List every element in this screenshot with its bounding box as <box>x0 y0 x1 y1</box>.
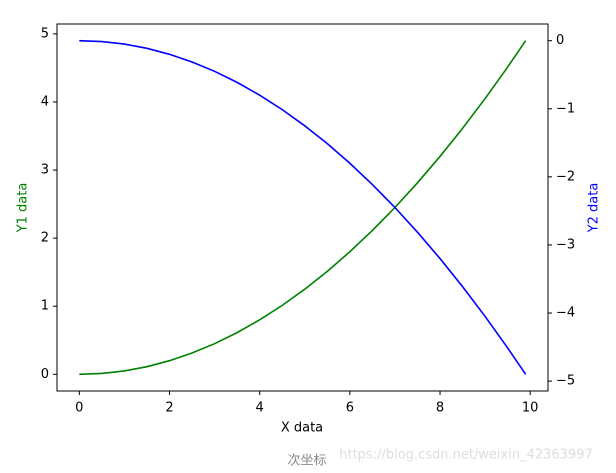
x-axis-label: X data <box>281 421 323 436</box>
x-tick-label: 6 <box>346 401 354 416</box>
y2-axis-label: Y2 data <box>587 183 602 234</box>
caption: 次坐标 <box>287 453 326 469</box>
series-line <box>79 40 527 376</box>
watermark: https://blog.csdn.net/weixin_42363997 <box>339 448 593 463</box>
x-tick-label: 10 <box>522 401 539 416</box>
y-axis-label: Y1 data <box>16 183 31 234</box>
y-tick-label: 3 <box>41 163 49 178</box>
x-tick-label: 2 <box>165 401 173 416</box>
y-tick-label: 5 <box>41 26 49 41</box>
y2-tick-label: −5 <box>556 374 575 389</box>
y-tick-label: 0 <box>41 367 49 382</box>
y2-tick-label: −3 <box>556 237 575 252</box>
plot-frame <box>56 23 549 392</box>
y2-tick-label: −4 <box>556 306 575 321</box>
y-tick-label: 4 <box>41 94 49 109</box>
x-tick-label: 4 <box>256 401 264 416</box>
y-tick-label: 2 <box>41 231 49 246</box>
y2-tick-label: −2 <box>556 169 575 184</box>
x-tick-label: 8 <box>436 401 444 416</box>
y2-tick-label: −1 <box>556 101 575 116</box>
y-tick-label: 1 <box>41 299 49 314</box>
x-tick-label: 0 <box>75 401 83 416</box>
y2-tick-label: 0 <box>556 33 564 48</box>
series-line <box>79 39 527 375</box>
